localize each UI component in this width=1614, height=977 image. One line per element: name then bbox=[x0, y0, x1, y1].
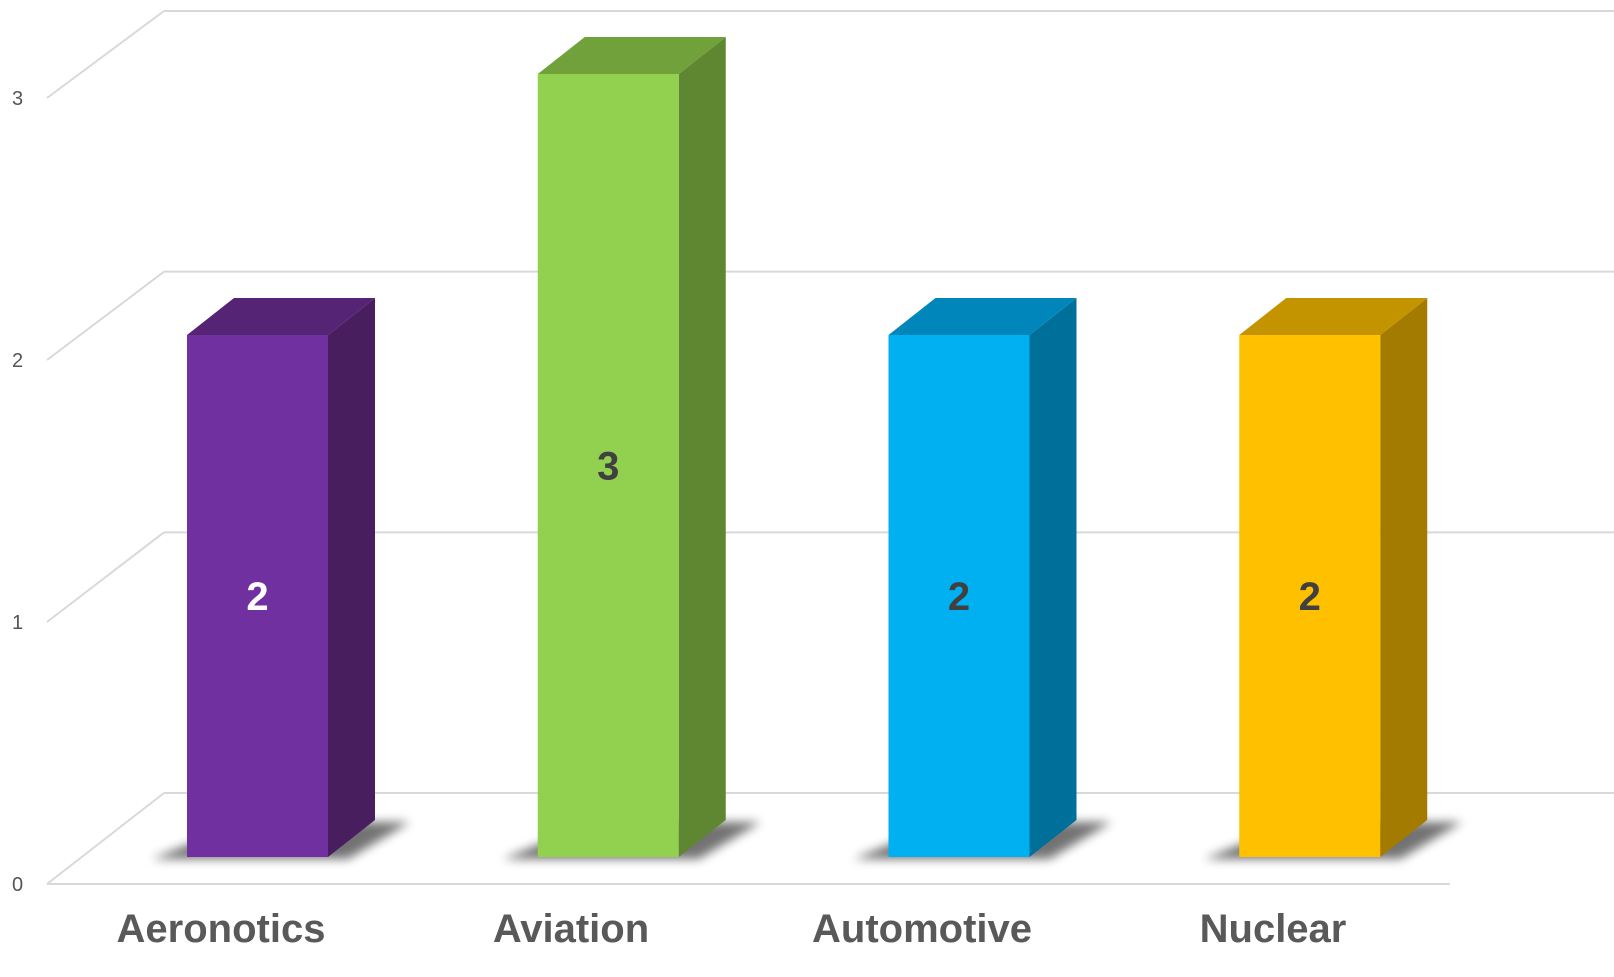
bar-front-nuclear bbox=[1239, 335, 1381, 857]
bar-nuclear bbox=[1204, 298, 1463, 859]
y-axis-tick-labels: 0 1 2 3 bbox=[12, 88, 23, 896]
gridline-side-3 bbox=[46, 10, 165, 99]
y-tick-label-3: 3 bbox=[12, 88, 23, 110]
y-tick-label-2: 2 bbox=[12, 350, 23, 372]
bar-side-aviation bbox=[678, 37, 726, 857]
bar-front-automotive bbox=[888, 335, 1030, 857]
gridline-side-1 bbox=[46, 531, 165, 623]
bars bbox=[152, 37, 1463, 859]
data-label-aeronotics: 2 bbox=[246, 575, 268, 619]
category-label-nuclear: Nuclear bbox=[1200, 907, 1347, 951]
category-label-aviation: Aviation bbox=[493, 907, 649, 951]
data-label-nuclear: 2 bbox=[1299, 575, 1321, 619]
category-label-automotive: Automotive bbox=[812, 907, 1032, 951]
bar-front-aeronotics bbox=[187, 335, 328, 857]
bar-aeronotics bbox=[152, 298, 410, 859]
x-axis-category-labels: Aeronotics Aviation Automotive Nuclear bbox=[117, 907, 1347, 951]
bar-top-automotive bbox=[888, 298, 1077, 335]
bar-automotive bbox=[853, 298, 1112, 859]
y-tick-label-1: 1 bbox=[12, 612, 23, 634]
gridline-side-2 bbox=[46, 270, 165, 361]
data-label-automotive: 2 bbox=[948, 575, 970, 619]
y-tick-label-0: 0 bbox=[12, 874, 23, 896]
bar-top-aeronotics bbox=[187, 298, 375, 335]
bar-side-aeronotics bbox=[328, 298, 375, 857]
data-labels: 2 3 2 2 bbox=[246, 445, 1321, 620]
bar-top-nuclear bbox=[1239, 298, 1428, 335]
data-label-aviation: 3 bbox=[597, 445, 619, 489]
category-label-aeronotics: Aeronotics bbox=[117, 907, 326, 951]
bar-front-aviation bbox=[537, 74, 679, 857]
bar-top-aviation bbox=[537, 37, 726, 74]
gridline-side-0 bbox=[46, 792, 165, 885]
bar-side-nuclear bbox=[1380, 298, 1428, 857]
bar-aviation bbox=[502, 37, 761, 859]
bar-side-automotive bbox=[1029, 298, 1077, 857]
